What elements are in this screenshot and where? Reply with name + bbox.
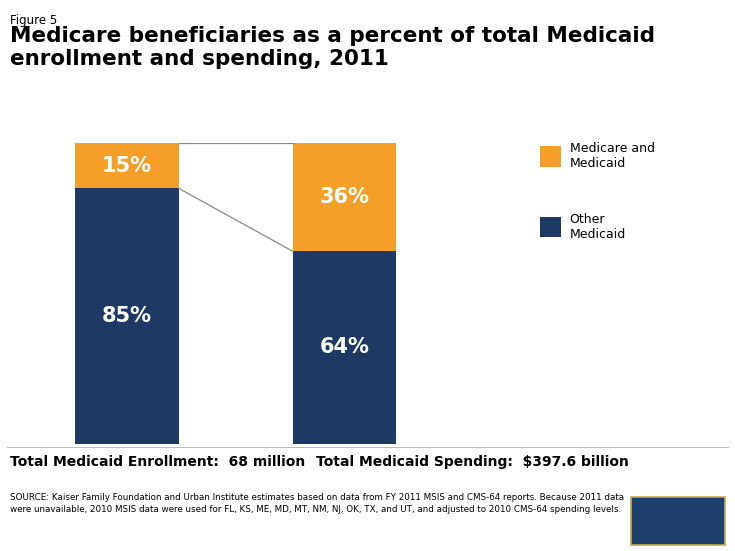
Text: Total Medicaid Spending:  $397.6 billion: Total Medicaid Spending: $397.6 billion bbox=[316, 455, 629, 468]
Text: FOUNDATION: FOUNDATION bbox=[649, 530, 706, 539]
Bar bbox=[293, 143, 396, 251]
Text: Medicare and
Medicaid: Medicare and Medicaid bbox=[570, 143, 655, 170]
Bar bbox=[293, 251, 396, 444]
Text: THE HENRY J.: THE HENRY J. bbox=[657, 505, 698, 510]
Text: Other
Medicaid: Other Medicaid bbox=[570, 213, 626, 241]
Text: 36%: 36% bbox=[320, 187, 370, 207]
Bar bbox=[75, 188, 179, 444]
Text: 64%: 64% bbox=[320, 337, 370, 358]
Text: Medicare beneficiaries as a percent of total Medicaid
enrollment and spending, 2: Medicare beneficiaries as a percent of t… bbox=[10, 26, 655, 69]
Text: 15%: 15% bbox=[102, 156, 152, 176]
Text: Total Medicaid Enrollment:  68 million: Total Medicaid Enrollment: 68 million bbox=[10, 455, 305, 468]
Text: SOURCE: Kaiser Family Foundation and Urban Institute estimates based on data fro: SOURCE: Kaiser Family Foundation and Urb… bbox=[10, 493, 624, 514]
Text: KAISER: KAISER bbox=[652, 511, 703, 524]
Text: 85%: 85% bbox=[102, 306, 152, 326]
Bar bbox=[75, 143, 179, 188]
Text: Figure 5: Figure 5 bbox=[10, 14, 57, 27]
Text: FAMILY: FAMILY bbox=[653, 520, 702, 533]
